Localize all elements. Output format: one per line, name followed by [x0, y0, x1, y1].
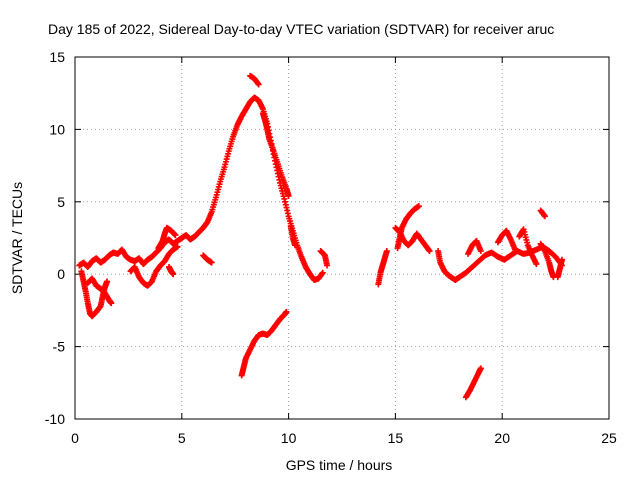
data-point — [383, 248, 390, 255]
grid-layer — [75, 57, 609, 419]
x-tick-labels: 0 5 10 15 20 25 — [71, 430, 617, 446]
tick-layer — [74, 56, 610, 420]
data-point — [292, 242, 299, 249]
data-point — [172, 232, 179, 239]
data-point — [477, 248, 484, 255]
data-point — [319, 269, 326, 276]
y-tick-label: -5 — [53, 339, 66, 355]
data-point — [512, 246, 519, 253]
data-point — [324, 262, 331, 269]
x-tick-label: 25 — [601, 430, 617, 446]
chart-title: Day 185 of 2022, Sidereal Day-to-day VTE… — [48, 21, 554, 37]
data-point — [104, 278, 111, 285]
plot-frame — [74, 56, 610, 420]
data-point — [559, 256, 566, 263]
y-tick-labels: -10 -5 0 5 10 15 — [45, 49, 65, 427]
data-point — [208, 259, 215, 266]
x-tick-label: 10 — [281, 430, 297, 446]
x-tick-label: 5 — [178, 430, 186, 446]
y-tick-label: 0 — [57, 266, 65, 282]
y-axis-label: SDTVAR / TECUs — [9, 182, 25, 294]
data-point — [541, 213, 548, 220]
data-point — [285, 193, 292, 200]
data-point — [255, 81, 262, 88]
data-point — [426, 248, 433, 255]
y-tick-label: 10 — [49, 121, 65, 137]
y-tick-label: 5 — [57, 194, 65, 210]
data-point — [174, 243, 181, 250]
x-tick-label: 0 — [71, 430, 79, 446]
x-axis-label: GPS time / hours — [286, 457, 393, 473]
x-tick-label: 15 — [388, 430, 404, 446]
data-point — [108, 300, 115, 307]
data-point — [477, 365, 484, 372]
x-tick-label: 20 — [494, 430, 510, 446]
data-point — [170, 271, 177, 278]
y-tick-label: 15 — [49, 49, 65, 65]
data-point — [533, 261, 540, 268]
data-point — [283, 308, 290, 315]
data-points — [76, 72, 566, 401]
y-tick-label: -10 — [45, 411, 65, 427]
data-point — [415, 203, 422, 210]
